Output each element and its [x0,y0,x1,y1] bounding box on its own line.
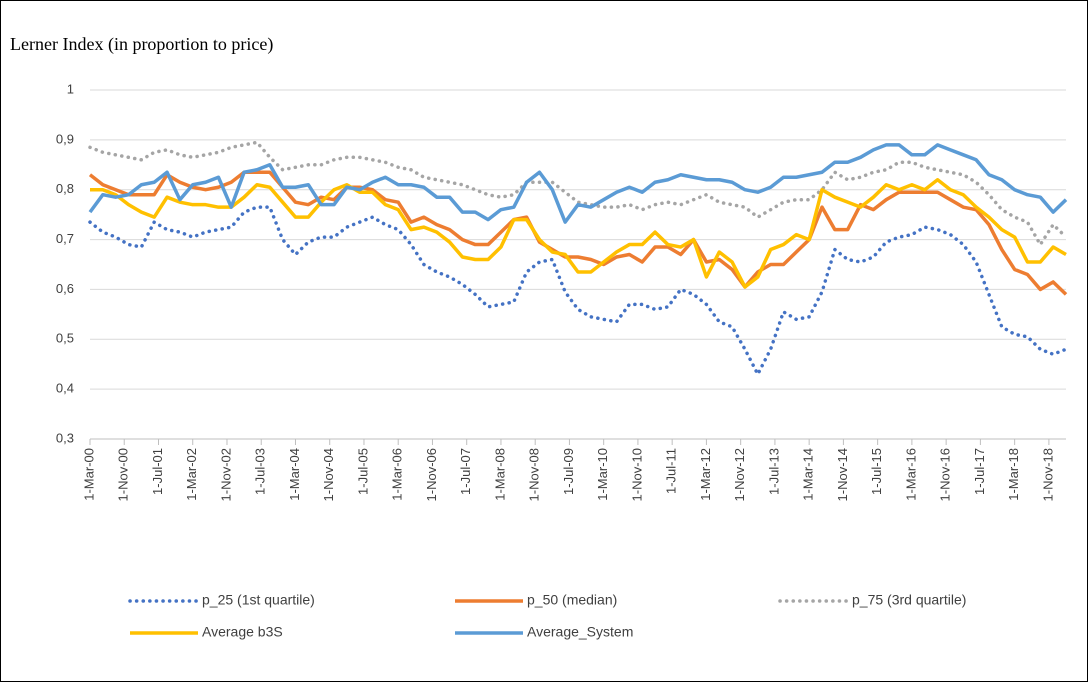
line-series [88,205,1068,376]
x-tick-label: 1-Mar-18 [1006,448,1021,501]
x-tick-label: 1-Jul-11 [664,448,679,494]
x-tick-label: 1-Jul-09 [561,448,576,495]
x-tick-label: 1-Mar-12 [698,448,713,501]
x-tick-label: 1-Mar-02 [184,448,199,501]
x-tick-label: 1-Nov-08 [527,448,542,501]
y-tick-label: 0,5 [56,331,74,346]
x-tick-label: 1-Jul-17 [972,448,987,495]
legend-label: Average_System [527,624,633,640]
x-tick-label: 1-Mar-08 [492,448,507,501]
x-tick-label: 1-Jul-03 [253,448,268,495]
y-tick-label: 0,8 [56,181,74,196]
x-tick-label: 1-Jul-05 [355,448,370,495]
legend-label: p_50 (median) [527,592,617,608]
x-tick-label: 1-Nov-12 [732,448,747,501]
x-tick-label: 1-Nov-02 [218,448,233,501]
line-series [88,143,1068,224]
x-tick-label: 1-Jul-01 [150,448,165,495]
y-tick-label: 0,3 [56,430,74,445]
x-tick-label: 1-Jul-13 [766,448,781,495]
legend-label: p_75 (3rd quartile) [852,592,966,608]
x-tick-label: 1-Nov-04 [321,448,336,501]
y-tick-label: 0,6 [56,281,74,296]
y-tick-label: 0,4 [56,381,74,396]
x-tick-label: 1-Nov-16 [938,448,953,501]
x-tick-label: 1-Mar-00 [81,448,96,501]
x-tick-label: 1-Mar-10 [595,448,610,501]
x-tick-label: 1-Mar-04 [287,448,302,501]
y-tick-label: 0,9 [56,131,74,146]
x-tick-label: 1-Nov-10 [629,448,644,501]
x-tick-label: 1-Mar-06 [390,448,405,501]
legend-label: p_25 (1st quartile) [202,592,315,608]
x-tick-label: 1-Nov-00 [116,448,131,501]
x-tick-label: 1-Nov-18 [1040,448,1055,501]
x-tick-label: 1-Nov-14 [835,448,850,501]
x-tick-label: 1-Mar-14 [801,448,816,501]
y-tick-label: 0,7 [56,231,74,246]
line-series [88,140,1068,247]
y-tick-label: 1 [67,81,74,96]
line-series [90,177,1067,289]
x-tick-label: 1-Mar-16 [903,448,918,501]
chart-title: Lerner Index (in proportion to price) [10,34,273,55]
x-tick-label: 1-Nov-06 [424,448,439,501]
legend-label: Average b3S [202,624,283,640]
x-tick-label: 1-Jul-15 [869,448,884,495]
x-tick-label: 1-Jul-07 [458,448,473,495]
